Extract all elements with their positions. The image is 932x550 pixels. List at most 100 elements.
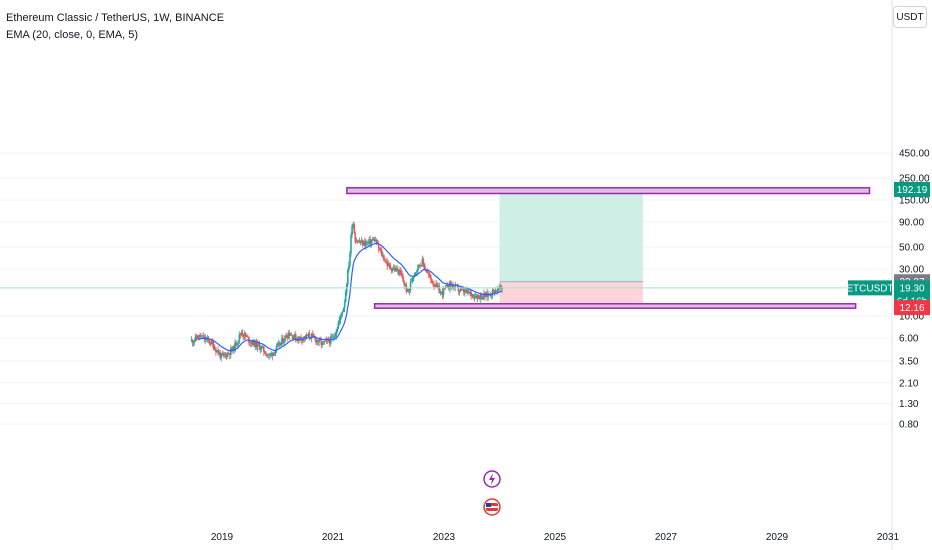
candle-body [407, 289, 410, 292]
candle-body [361, 240, 364, 246]
stop-price-tag: 12.16 [894, 300, 930, 316]
candle-body [356, 241, 359, 243]
candle-body [461, 289, 464, 291]
candle-body [495, 290, 498, 292]
candle-body [197, 338, 199, 340]
candle-body [331, 336, 333, 338]
candle-body [377, 243, 380, 249]
candle-body [291, 334, 294, 339]
candle-body [351, 225, 353, 236]
candle-body [209, 343, 212, 345]
candle-body [368, 239, 370, 243]
candle-body [400, 269, 402, 275]
candle-body [195, 335, 198, 339]
candle-body [415, 272, 417, 273]
candle-body [256, 342, 259, 348]
candle-body [271, 353, 274, 356]
candle-body [310, 333, 313, 339]
candle-body [432, 283, 434, 284]
candle-body [241, 332, 244, 336]
candle-body [312, 334, 315, 337]
lightning-icon [489, 473, 495, 485]
target-zone[interactable] [499, 189, 643, 282]
candle-body [491, 289, 494, 296]
candle-body [381, 250, 383, 257]
candle-body [285, 335, 287, 338]
candle-body [365, 242, 367, 246]
candle-body [431, 279, 433, 284]
candle-body [334, 336, 336, 337]
candle-body [273, 352, 276, 354]
candle-body [458, 290, 461, 292]
candle-body [434, 286, 436, 288]
candle-body [375, 240, 378, 245]
candle-body [199, 335, 201, 337]
candle-body [341, 311, 344, 314]
price-axis: 450.00 250.00 150.00 90.00 50.00 30.00 10.00 6.… [899, 149, 930, 431]
candle-body [347, 269, 349, 285]
candle-body [282, 338, 284, 344]
candle-body [426, 272, 429, 274]
candle-body [399, 269, 401, 275]
candle-body [469, 291, 471, 293]
candle-body [483, 293, 485, 298]
support-box[interactable] [373, 303, 857, 309]
candle-body [414, 272, 416, 276]
candle-body [277, 342, 280, 345]
candle-body [481, 294, 483, 300]
candle-body [493, 289, 496, 294]
candle-body [445, 284, 448, 286]
candle-body [257, 342, 260, 345]
candle-body [373, 238, 376, 242]
candle-body [359, 242, 362, 244]
candle-body [392, 267, 395, 270]
candle-body [274, 350, 277, 354]
candle-body [427, 272, 430, 275]
candle-body [231, 348, 233, 351]
candle-body [303, 336, 306, 339]
indicator-legend[interactable]: EMA (20, close, 0, EMA, 5) [6, 29, 139, 41]
candle-body [478, 296, 481, 300]
candle-body [238, 334, 241, 341]
candle-body [201, 335, 203, 337]
candle-body [292, 337, 295, 339]
candle-body [261, 346, 264, 348]
candle-body [348, 265, 350, 270]
candle-body [475, 296, 478, 299]
candle-body [369, 239, 371, 245]
candle-body [465, 290, 467, 293]
candle-body [437, 286, 440, 287]
candle-body [467, 289, 469, 293]
candles [190, 221, 503, 362]
candle-body [265, 353, 267, 356]
candle-body [224, 354, 227, 356]
candle-body [218, 352, 220, 354]
candle-body [382, 255, 384, 257]
candle-body [374, 240, 377, 242]
candle-body [281, 338, 283, 343]
candle-body [216, 350, 218, 353]
candle-body [338, 319, 341, 324]
candle-body [354, 233, 357, 243]
resistance-box[interactable] [346, 187, 871, 195]
candle-body [297, 339, 299, 342]
currency-button[interactable]: USDT [893, 6, 927, 28]
y-tick-label: 30.00 [899, 264, 924, 275]
candle-body [487, 293, 490, 297]
candle-body [393, 267, 396, 271]
candle-body [344, 291, 347, 303]
candle-body [301, 339, 303, 341]
candle-body [293, 334, 296, 338]
candle-body [263, 346, 265, 352]
x-tick-label: 2023 [433, 532, 456, 543]
candle-body [244, 333, 247, 337]
candle-body [287, 332, 290, 338]
candle-body [397, 269, 399, 272]
candle-body [352, 224, 354, 226]
candle-body [249, 342, 251, 344]
candle-body [253, 340, 256, 347]
candle-body [232, 346, 234, 351]
x-tick-label: 2031 [877, 532, 900, 543]
candle-body [332, 337, 334, 338]
